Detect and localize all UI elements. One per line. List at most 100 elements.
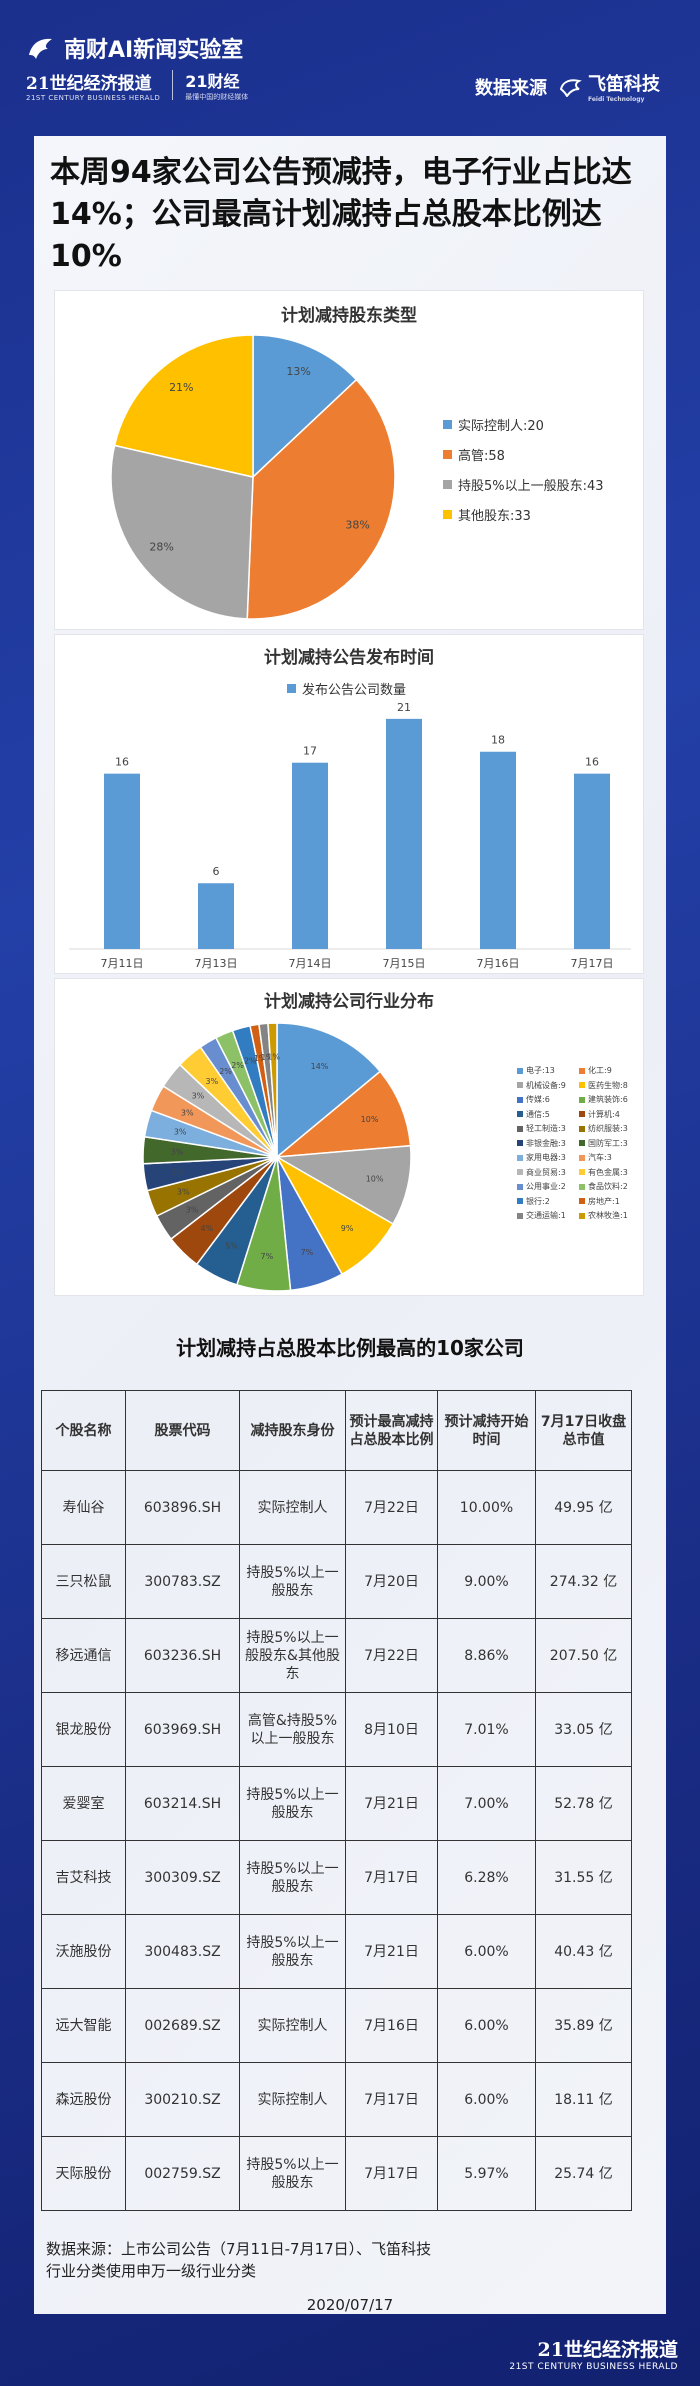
- industry-legend-item: 家用电器:3: [517, 1152, 566, 1163]
- industry-legend-item: 食品饮料:2: [579, 1181, 628, 1192]
- industry-slice: [267, 1022, 278, 1158]
- table-cell: 三只松鼠: [41, 1544, 126, 1619]
- table-cell: 603236.SH: [125, 1618, 240, 1693]
- legend-swatch: [517, 1082, 523, 1088]
- table-cell: 18.11 亿: [535, 2062, 632, 2137]
- table-cell: 10.00%: [437, 1470, 536, 1545]
- table-cell: 33.05 亿: [535, 1692, 632, 1767]
- legend-swatch: [443, 450, 452, 459]
- legend-swatch: [579, 1082, 585, 1088]
- industry-pie: 14%10%10%9%7%7%5%4%3%3%3%3%3%3%3%3%2%2% 2…: [142, 1022, 412, 1292]
- media-brands: 21世纪经济报道 21ST CENTURY BUSINESS HERALD 21…: [26, 68, 248, 102]
- legend-swatch: [579, 1096, 585, 1103]
- table-cell: 7月17日: [345, 1840, 438, 1915]
- table-cell: 6.28%: [437, 1840, 536, 1915]
- shareholder-type-slice: [113, 334, 254, 478]
- table-row: 爱婴室 603214.SH 持股5%以上一般股东 7月21日 7.00% 52.78 亿: [41, 1766, 632, 1841]
- table-cell: 274.32 亿: [535, 1544, 632, 1619]
- legend-label: 轻工制造:3: [526, 1124, 566, 1133]
- legend-label: 建筑装饰:6: [588, 1095, 628, 1104]
- table-cell: 持股5%以上一般股东: [239, 1766, 346, 1841]
- legend-label: 化工:9: [588, 1066, 612, 1075]
- table-cell: 300483.SZ: [125, 1914, 240, 1989]
- table-cell: 持股5%以上一般股东: [239, 1914, 346, 1989]
- brand-divider: [172, 70, 174, 100]
- industry-legend-item: 纺织服装:3: [579, 1123, 628, 1134]
- legend-label: 交通运输:1: [526, 1211, 566, 1220]
- table-title: 计划减持占总股本比例最高的10家公司: [176, 1336, 524, 1360]
- table-cell: 31.55 亿: [535, 1840, 632, 1915]
- infographic-card: 本周94家公司公告预减持，电子行业占比达14%；公司最高计划减持占总股本比例达1…: [34, 136, 666, 2314]
- legend-label: 传媒:6: [526, 1095, 550, 1104]
- table-cell: 603969.SH: [125, 1692, 240, 1767]
- shareholder-type-slice-label: 38%: [345, 518, 369, 531]
- table-row: 天际股份 002759.SZ 持股5%以上一般股东 7月17日 5.97% 25.74 亿: [41, 2136, 632, 2211]
- legend-label: 机械设备:9: [526, 1080, 566, 1090]
- bar: [480, 751, 516, 949]
- table-cell: 沃施股份: [41, 1914, 126, 1989]
- industry-panel: 计划减持公司行业分布 14% 10% 10% 9% 7% 7% 5% 4% 3% 3% 3% 3% 3%…: [54, 978, 644, 1296]
- bar: [198, 883, 234, 949]
- table-cell: 持股5%以上一般股东: [239, 1840, 346, 1915]
- industry-slice-label: 3%: [206, 1077, 219, 1086]
- legend-swatch: [579, 1169, 585, 1175]
- bar-legend-swatch: [287, 684, 296, 693]
- industry-legend-item: 计算机:4: [579, 1109, 620, 1120]
- table-row: 远大智能 002689.SZ 实际控制人 7月16日 6.00% 35.89 亿: [41, 1988, 632, 2063]
- lab-name: 南财AI新闻实验室: [64, 38, 244, 63]
- table-cell: 7月20日: [345, 1544, 438, 1619]
- legend-swatch: [579, 1067, 585, 1074]
- table-cell: 实际控制人: [239, 1470, 346, 1545]
- table-cell: 7月21日: [345, 1766, 438, 1841]
- shareholder-type-slice-label: 28%: [149, 541, 173, 554]
- industry-title: 计划减持公司行业分布: [264, 992, 434, 1012]
- legend-label: 实际控制人:20: [458, 419, 544, 434]
- legend-swatch: [517, 1125, 523, 1132]
- brand-21cbh-en: 21ST CENTURY BUSINESS HERALD: [26, 93, 161, 102]
- industry-legend-item: 化工:9: [579, 1065, 612, 1076]
- table-row: 沃施股份 300483.SZ 持股5%以上一般股东 7月21日 6.00% 40.43 亿: [41, 1914, 632, 1989]
- industry-legend-item: 机械设备:9: [517, 1080, 566, 1091]
- table-body: 寿仙谷 603896.SH 实际控制人 7月22日 10.00% 49.95 亿三只松鼠 3…: [41, 1470, 632, 2211]
- legend-label: 有色金属:3: [588, 1167, 628, 1177]
- footer-brand: 21世纪经济报道 21ST CENTURY BUSINESS HERALD: [509, 2335, 678, 2372]
- bar-category-label: 7月15日: [383, 957, 426, 970]
- table-cell: 6.00%: [437, 1914, 536, 1989]
- table-cell: 爱婴室: [41, 1766, 126, 1841]
- industry-slice-label: 9%: [341, 1224, 354, 1233]
- bar-value-label: 16: [585, 756, 599, 769]
- table-row: 森远股份 300210.SZ 实际控制人 7月17日 6.00% 18.11 亿: [41, 2062, 632, 2137]
- lab-logo-icon: [29, 38, 52, 59]
- table-cell: 52.78 亿: [535, 1766, 632, 1841]
- bar-value-label: 17: [303, 745, 317, 758]
- industry-legend-item: 通信:5: [517, 1109, 550, 1120]
- table-cell: 7月22日: [345, 1470, 438, 1545]
- table-cell: 远大智能: [41, 1988, 126, 2063]
- industry-slice: [274, 1070, 412, 1158]
- legend-label: 农林牧渔:1: [588, 1211, 628, 1220]
- table-row: 三只松鼠 300783.SZ 持股5%以上一般股东 7月20日 9.00% 274.32 …: [41, 1544, 632, 1619]
- shareholder-type-pie: 13% 38% 28% 21%: [110, 334, 396, 620]
- legend-label: 商业贸易:3: [526, 1167, 566, 1177]
- footnote-line-2: 行业分类使用申万一级行业分类: [46, 2262, 257, 2280]
- brand-21cj-name: 21财经: [185, 72, 240, 91]
- top10-table: 个股名称 股票代码 减持股东身份 预计最高减持占总股本比例 预计减持开始时间 7月17日收…: [41, 1390, 632, 2211]
- bar-legend: 发布公告公司数量: [287, 679, 406, 698]
- industry-slice-label: 2%: [231, 1061, 244, 1070]
- bar-value-label: 18: [491, 734, 505, 747]
- table-cell: 天际股份: [41, 2136, 126, 2211]
- legend-swatch: [579, 1154, 585, 1161]
- legend-label: 其他股东:33: [458, 509, 531, 524]
- table-cell: 持股5%以上一般股东&其他股东: [239, 1618, 346, 1693]
- industry-slice-label: 2%: [244, 1056, 257, 1065]
- industry-slice-label: 7%: [261, 1252, 274, 1261]
- legend-swatch: [517, 1140, 523, 1146]
- table-cell: 603214.SH: [125, 1766, 240, 1841]
- industry-legend-item: 公用事业:2: [517, 1181, 566, 1192]
- table-cell: 002689.SZ: [125, 1988, 240, 2063]
- table-header-cell: 个股名称: [41, 1390, 126, 1471]
- table-cell: 40.43 亿: [535, 1914, 632, 1989]
- legend-label: 公用事业:2: [526, 1182, 566, 1191]
- table-cell: 7.01%: [437, 1692, 536, 1767]
- shareholder-type-legend-item: 实际控制人:20: [443, 415, 544, 434]
